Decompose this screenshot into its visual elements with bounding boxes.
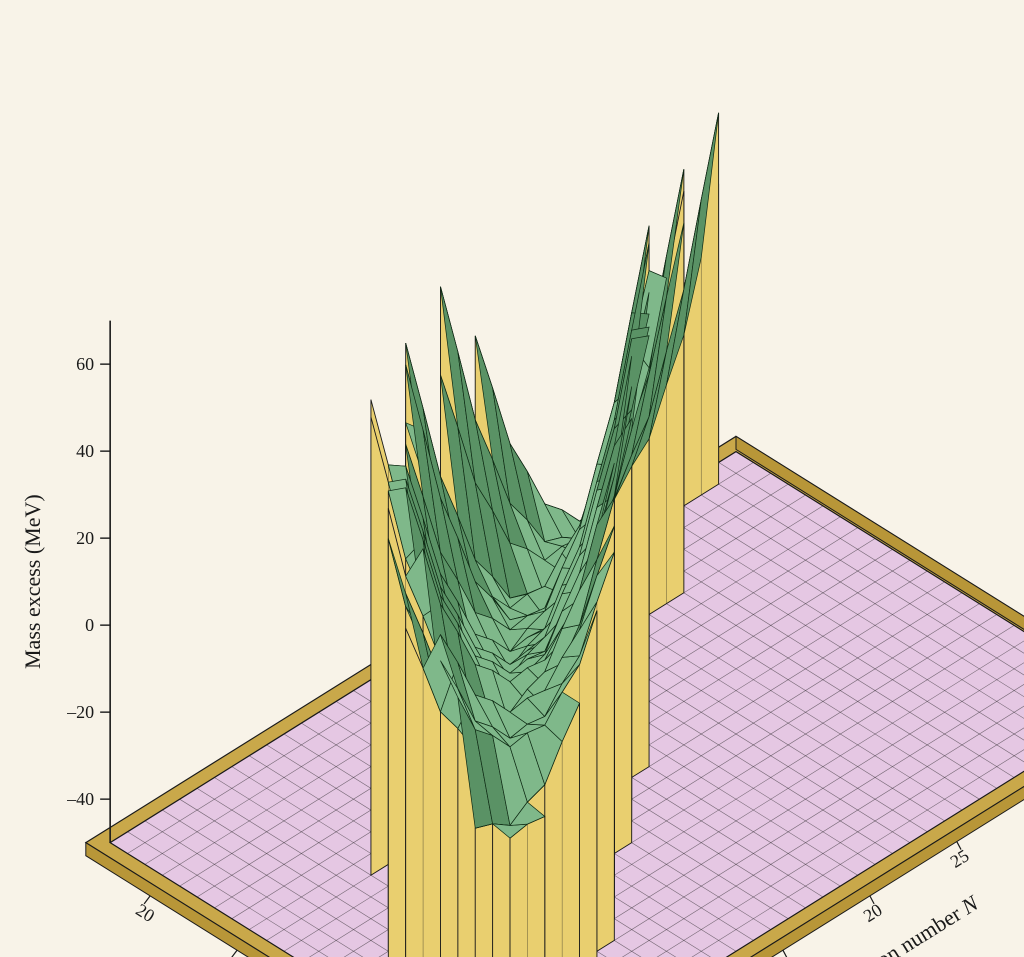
z-tick-label: –20 [66, 702, 94, 722]
x-tick-label: 25 [947, 845, 973, 871]
z-tick-label: 20 [76, 528, 94, 548]
mass-excess-3d-chart: –40–200204060Mass excess (MeV)0510152025… [0, 0, 1024, 957]
z-axis-label: Mass excess (MeV) [20, 494, 45, 669]
z-tick-label: 40 [76, 441, 94, 461]
z-tick-label: –40 [66, 789, 94, 809]
x-tick-label: 20 [860, 900, 886, 926]
y-tick-label: 20 [132, 900, 158, 926]
z-tick-label: 0 [85, 615, 94, 635]
z-tick-label: 60 [76, 354, 94, 374]
